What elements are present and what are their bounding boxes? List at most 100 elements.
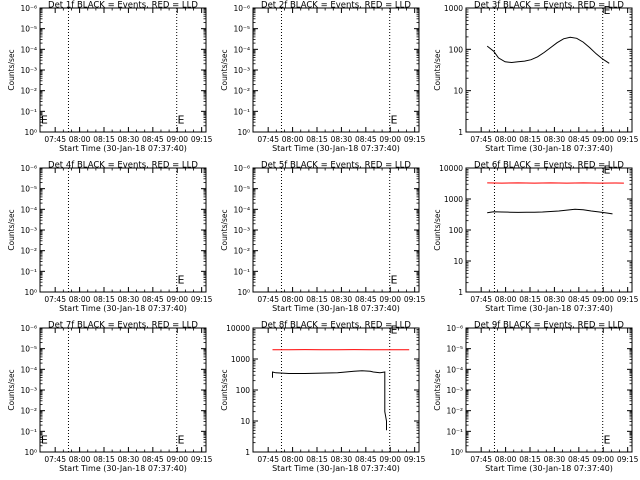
y-tick-label: 10⁻²: [20, 407, 37, 416]
x-tick-label: 08:00: [282, 295, 304, 304]
detector-panel: Det 7f BLACK = Events, RED = LLD 10⁰ 10⁻¹ 1…: [7, 321, 213, 474]
panel-title: Det 1f BLACK = Events, RED = LLD: [48, 1, 198, 11]
x-tick-label: 09:15: [404, 295, 426, 304]
x-tick-label: 08:15: [519, 135, 541, 144]
y-tick-label: 10⁻³: [233, 66, 250, 75]
x-tick-label: 09:00: [592, 135, 614, 144]
event-marker-label: E: [178, 434, 185, 447]
y-tick-label: 10: [453, 257, 463, 266]
detector-panel: Det 1f BLACK = Events, RED = LLD 10⁰ 10⁻¹ 1…: [7, 1, 213, 154]
x-axis-label: Start Time (30-Jan-18 07:37:40): [485, 464, 613, 473]
y-tick-label: 10⁻⁶: [233, 4, 250, 13]
panel-title: Det 7f BLACK = Events, RED = LLD: [48, 321, 198, 331]
x-axis-label: Start Time (30-Jan-18 07:37:40): [59, 304, 187, 313]
x-tick-label: 08:45: [142, 295, 164, 304]
y-tick-label: 10⁻⁵: [20, 185, 37, 194]
y-tick-label: 10⁻⁵: [233, 25, 250, 34]
y-tick-label: 10⁻⁴: [233, 205, 250, 214]
y-tick-label: 10000: [439, 164, 463, 173]
y-tick-label: 10⁻⁶: [20, 164, 37, 173]
x-tick-label: 09:00: [166, 295, 188, 304]
y-tick-label: 1: [458, 128, 463, 137]
x-tick-label: 08:30: [544, 455, 566, 464]
x-tick-label: 08:15: [93, 295, 115, 304]
panel-title: Det 2f BLACK = Events, RED = LLD: [261, 1, 411, 11]
x-tick-label: 08:30: [331, 135, 353, 144]
x-tick-label: 08:00: [282, 135, 304, 144]
y-tick-label: 10⁻²: [233, 247, 250, 256]
x-tick-label: 08:00: [69, 455, 91, 464]
y-tick-label: 10⁻³: [20, 226, 37, 235]
event-marker-label: E: [391, 324, 398, 337]
x-tick-label: 08:00: [282, 455, 304, 464]
x-tick-label: 07:45: [470, 455, 492, 464]
x-tick-label: 07:45: [257, 295, 279, 304]
panel-title: Det 5f BLACK = Events, RED = LLD: [261, 161, 411, 171]
x-tick-label: 08:00: [69, 295, 91, 304]
x-tick-label: 08:45: [568, 455, 590, 464]
x-axis-label: Start Time (30-Jan-18 07:37:40): [272, 144, 400, 153]
y-tick-label: 10⁻¹: [20, 107, 37, 116]
x-tick-label: 07:45: [44, 455, 66, 464]
y-axis-label: Counts/sec: [7, 209, 16, 250]
x-tick-label: 08:45: [355, 135, 377, 144]
x-tick-label: 08:15: [93, 135, 115, 144]
series-line: [486, 36, 610, 64]
y-tick-label: 10⁻²: [20, 247, 37, 256]
event-marker-label: E: [391, 114, 398, 127]
detector-panel: Det 3f BLACK = Events, RED = LLD 1 10 100 10…: [433, 1, 639, 154]
y-tick-label: 100: [449, 45, 464, 54]
x-tick-label: 08:15: [306, 295, 328, 304]
y-tick-label: 10⁰: [24, 288, 37, 297]
y-tick-label: 10000: [226, 324, 250, 333]
y-tick-label: 10⁻⁶: [20, 324, 37, 333]
y-tick-label: 1000: [444, 195, 463, 204]
series-line: [272, 370, 387, 431]
x-tick-label: 08:45: [568, 135, 590, 144]
x-tick-label: 09:15: [404, 135, 426, 144]
y-tick-label: 10⁻¹: [233, 267, 250, 276]
x-tick-label: 08:15: [306, 135, 328, 144]
x-tick-label: 08:15: [306, 455, 328, 464]
x-tick-label: 08:45: [355, 295, 377, 304]
detector-panel: Det 8f BLACK = Events, RED = LLD 1 10 100 10…: [220, 321, 426, 474]
y-tick-label: 10⁰: [450, 448, 463, 457]
x-tick-label: 08:30: [118, 455, 140, 464]
event-marker-label: E: [41, 114, 48, 127]
y-tick-label: 10: [240, 417, 250, 426]
y-axis-label: Counts/sec: [433, 369, 442, 410]
detector-panel: Det 6f BLACK = Events, RED = LLD 1 10 100 10…: [433, 161, 639, 314]
x-tick-label: 09:00: [166, 455, 188, 464]
y-tick-label: 10⁻²: [20, 87, 37, 96]
y-tick-label: 10⁻¹: [20, 427, 37, 436]
x-tick-label: 07:45: [44, 135, 66, 144]
y-tick-label: 1: [245, 448, 250, 457]
x-axis-label: Start Time (30-Jan-18 07:37:40): [59, 464, 187, 473]
x-tick-label: 09:15: [191, 135, 213, 144]
panel-title: Det 6f BLACK = Events, RED = LLD: [474, 161, 624, 171]
x-tick-label: 08:15: [519, 455, 541, 464]
event-marker-label: E: [41, 434, 48, 447]
x-tick-label: 09:00: [592, 295, 614, 304]
x-tick-label: 08:30: [331, 455, 353, 464]
x-tick-label: 09:00: [379, 295, 401, 304]
y-tick-label: 10⁻⁵: [446, 345, 463, 354]
x-tick-label: 09:00: [592, 455, 614, 464]
panel-title: Det 4f BLACK = Events, RED = LLD: [48, 161, 198, 171]
y-tick-label: 10⁻⁶: [233, 164, 250, 173]
y-tick-label: 10⁻⁴: [20, 365, 37, 374]
y-tick-label: 1000: [231, 355, 250, 364]
x-tick-label: 09:15: [617, 295, 639, 304]
x-tick-label: 07:45: [257, 135, 279, 144]
x-tick-label: 09:00: [379, 135, 401, 144]
x-tick-label: 08:00: [69, 135, 91, 144]
x-tick-label: 09:15: [191, 455, 213, 464]
x-tick-label: 08:00: [495, 135, 517, 144]
y-tick-label: 10⁰: [237, 288, 250, 297]
x-tick-label: 08:45: [142, 135, 164, 144]
x-tick-label: 08:45: [355, 455, 377, 464]
x-axis-label: Start Time (30-Jan-18 07:37:40): [272, 304, 400, 313]
y-tick-label: 100: [236, 386, 251, 395]
event-marker-label: E: [178, 274, 185, 287]
x-tick-label: 08:45: [568, 295, 590, 304]
